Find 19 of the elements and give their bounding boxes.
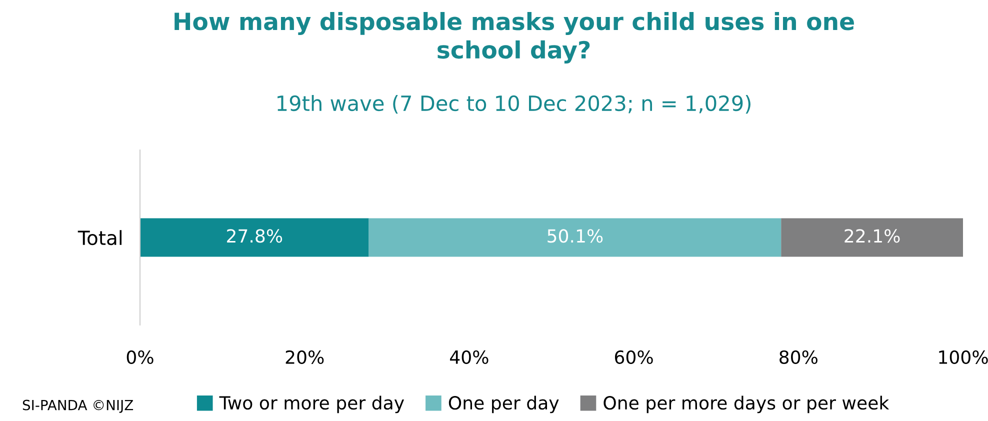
chart-subtitle: 19th wave (7 Dec to 10 Dec 2023; n = 1,029) (278, 95, 750, 114)
legend-label: Two or more per day (219, 396, 404, 414)
data-label: 50.1% (548, 229, 603, 243)
legend-label: One per day (448, 396, 559, 414)
x-tick-label: 80% (780, 350, 818, 364)
y-tick-label: Total (78, 230, 122, 246)
x-tick-label: 60% (614, 350, 653, 364)
bar (781, 218, 963, 257)
text: SI-PANDA ©NIJZ (22, 400, 134, 413)
x-tick-label: 20% (286, 350, 324, 364)
bar (140, 218, 369, 257)
data-label: 22.1% (844, 229, 900, 243)
data-label: 27.8% (227, 229, 282, 243)
x-tick-label: 100% (939, 350, 988, 364)
legend-label: One per more days or per week (604, 396, 890, 414)
bar (368, 218, 782, 257)
x-tick-label: 40% (450, 350, 488, 364)
chart-title: How many disposable masks your child uses in one school day? (174, 12, 854, 64)
x-tick-label: 0% (126, 350, 154, 364)
